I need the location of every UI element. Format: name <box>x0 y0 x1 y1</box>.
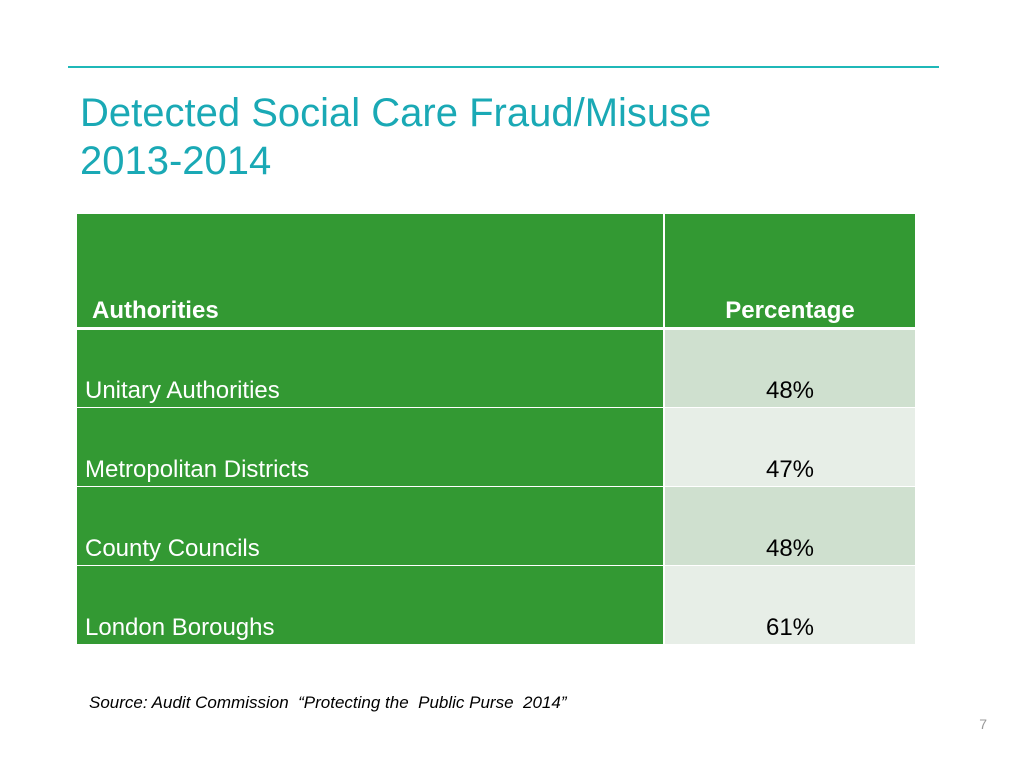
top-divider <box>68 66 939 68</box>
table-header-row: Authorities Percentage <box>77 214 915 330</box>
authority-cell: Unitary Authorities <box>77 328 665 408</box>
slide-title: Detected Social Care Fraud/Misuse 2013-2… <box>80 89 711 185</box>
title-line-1: Detected Social Care Fraud/Misuse <box>80 91 712 135</box>
authority-cell: County Councils <box>77 486 665 566</box>
source-citation: Source: Audit Commission “Protecting the… <box>89 693 567 712</box>
table-row: County Councils 48% <box>77 486 915 566</box>
header-authorities: Authorities <box>77 214 665 330</box>
percentage-cell: 47% <box>664 407 915 487</box>
fraud-table: Authorities Percentage Unitary Authoriti… <box>77 214 915 645</box>
table-row: London Boroughs 61% <box>77 565 915 645</box>
percentage-cell: 48% <box>664 328 915 408</box>
table-row: Unitary Authorities 48% <box>77 328 915 408</box>
authority-cell: London Boroughs <box>77 565 665 645</box>
authority-cell: Metropolitan Districts <box>77 407 665 487</box>
title-line-2: 2013-2014 <box>80 139 272 183</box>
header-percentage: Percentage <box>664 214 915 330</box>
table-row: Metropolitan Districts 47% <box>77 407 915 487</box>
page-number: 7 <box>979 716 987 732</box>
percentage-cell: 48% <box>664 486 915 566</box>
percentage-cell: 61% <box>664 565 915 645</box>
